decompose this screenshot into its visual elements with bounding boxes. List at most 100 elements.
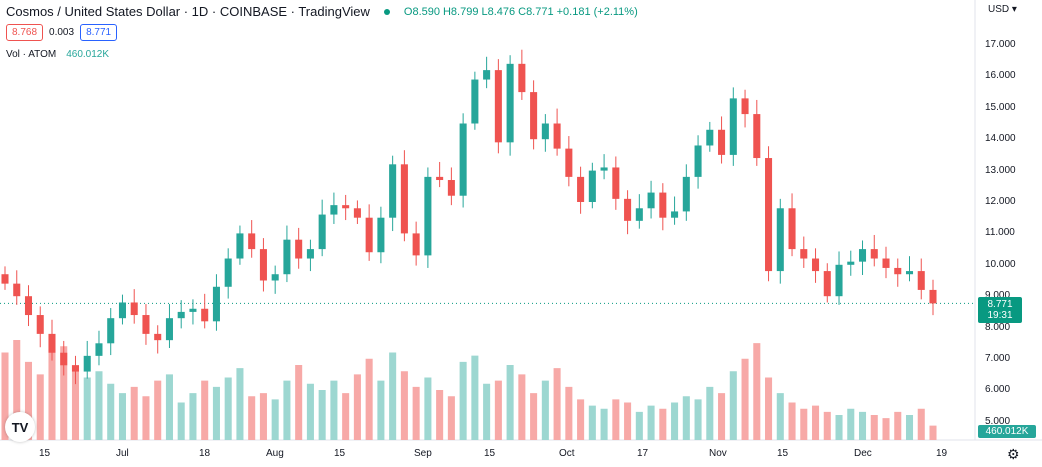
price-tick: 6.000 <box>985 384 1011 396</box>
quote-row: 8.768 0.003 8.771 <box>6 24 118 41</box>
candle-body <box>870 249 878 259</box>
last-price-label: 8.771 19:31 <box>978 297 1022 323</box>
volume-bar <box>788 402 796 440</box>
volume-bar <box>600 408 608 440</box>
candle-body <box>377 217 385 253</box>
candle-body <box>635 208 643 221</box>
volume-bar <box>13 340 21 440</box>
candle-body <box>541 123 549 140</box>
time-tick: 15 <box>334 448 346 459</box>
candle-body <box>553 123 561 149</box>
volume-bar <box>530 393 538 440</box>
candle-body <box>917 271 925 290</box>
candle-body <box>530 92 538 140</box>
volume-bar <box>506 365 514 440</box>
candle-body <box>107 318 115 344</box>
settings-gear-icon[interactable]: ⚙ <box>1007 446 1020 462</box>
candle-body <box>718 129 726 155</box>
volume-bar <box>377 380 385 440</box>
volume-bar <box>271 399 279 440</box>
candle-body <box>283 239 291 275</box>
price-tick: 10.000 <box>985 258 1016 270</box>
volume-bar <box>424 377 432 440</box>
bar-countdown: 19:31 <box>987 310 1013 321</box>
volume-bar <box>295 365 303 440</box>
volume-bar <box>494 380 502 440</box>
volume-bar <box>706 386 714 440</box>
price-tick: 11.000 <box>985 227 1015 239</box>
volume-bar <box>812 405 820 440</box>
candle-body <box>882 258 890 268</box>
candle-body <box>776 208 784 272</box>
candle-body <box>365 217 373 253</box>
candle-body <box>306 249 314 259</box>
volume-bar <box>729 371 737 440</box>
time-tick: Oct <box>559 448 575 459</box>
candle-body <box>424 176 432 256</box>
volume-bar <box>212 386 220 440</box>
time-tick: 19 <box>936 448 948 459</box>
volume-bar <box>224 377 232 440</box>
volume-label: Vol · ATOM <box>6 49 57 60</box>
volume-bar <box>353 374 361 440</box>
volume-bar <box>459 361 467 440</box>
candle-body <box>165 318 173 341</box>
candle-body <box>847 261 855 265</box>
volume-bar <box>60 346 68 440</box>
volume-bar <box>870 415 878 440</box>
volume-bar <box>436 390 444 440</box>
volume-bar <box>541 380 549 440</box>
volume-bar <box>24 361 33 440</box>
time-tick: 15 <box>777 448 789 459</box>
volume-value: 460.012K <box>66 49 110 60</box>
volume-bar <box>71 365 80 440</box>
price-tick: 16.000 <box>985 70 1016 82</box>
volume-bar <box>330 380 338 440</box>
price-tick: 7.000 <box>985 353 1011 364</box>
candle-body <box>518 63 526 93</box>
candle-body <box>483 70 491 80</box>
candle-body <box>212 286 220 322</box>
candle-body <box>224 258 232 287</box>
volume-bar <box>800 408 808 440</box>
candle-body <box>295 239 303 259</box>
volume-bar <box>412 386 420 440</box>
volume-bar <box>365 358 373 440</box>
buy-price-button[interactable]: 8.771 <box>80 24 118 41</box>
candle-body <box>447 180 455 196</box>
candle-body <box>506 63 514 143</box>
candle-body <box>612 167 620 199</box>
volume-bar <box>118 393 126 440</box>
candle-body <box>412 233 420 256</box>
volume-bar <box>483 383 491 440</box>
volume-bar <box>142 396 150 440</box>
candle-body <box>729 98 737 155</box>
candle-body <box>835 264 843 297</box>
candle-body <box>118 302 126 319</box>
candle-body <box>271 274 279 281</box>
volume-bar <box>259 393 267 440</box>
volume-legend: Vol · ATOM 460.012K <box>6 49 109 60</box>
candle-body <box>236 233 244 259</box>
sell-price-button[interactable]: 8.768 <box>6 24 44 41</box>
volume-bar <box>917 408 925 440</box>
price-tick: 17.000 <box>985 39 1016 50</box>
candle-body <box>577 176 585 202</box>
volume-bar <box>283 380 291 440</box>
ohlc-values: O8.590 H8.799 L8.476 C8.771 +0.181 (+2.1… <box>404 6 638 18</box>
candle-body <box>823 271 831 297</box>
volume-bar <box>154 380 162 440</box>
currency-selector[interactable]: USD ▾ <box>988 4 1017 15</box>
volume-bar <box>518 374 526 440</box>
volume-bar <box>83 377 91 440</box>
low-value: L8.476 <box>481 5 516 18</box>
candle-body <box>60 352 68 366</box>
candle-body <box>765 158 773 272</box>
candle-body <box>318 214 326 250</box>
last-price: 8.771 <box>987 299 1013 310</box>
volume-bar <box>671 402 679 440</box>
candle-body <box>459 123 467 196</box>
candle-body <box>647 192 655 209</box>
tradingview-logo[interactable]: TV <box>5 412 35 442</box>
